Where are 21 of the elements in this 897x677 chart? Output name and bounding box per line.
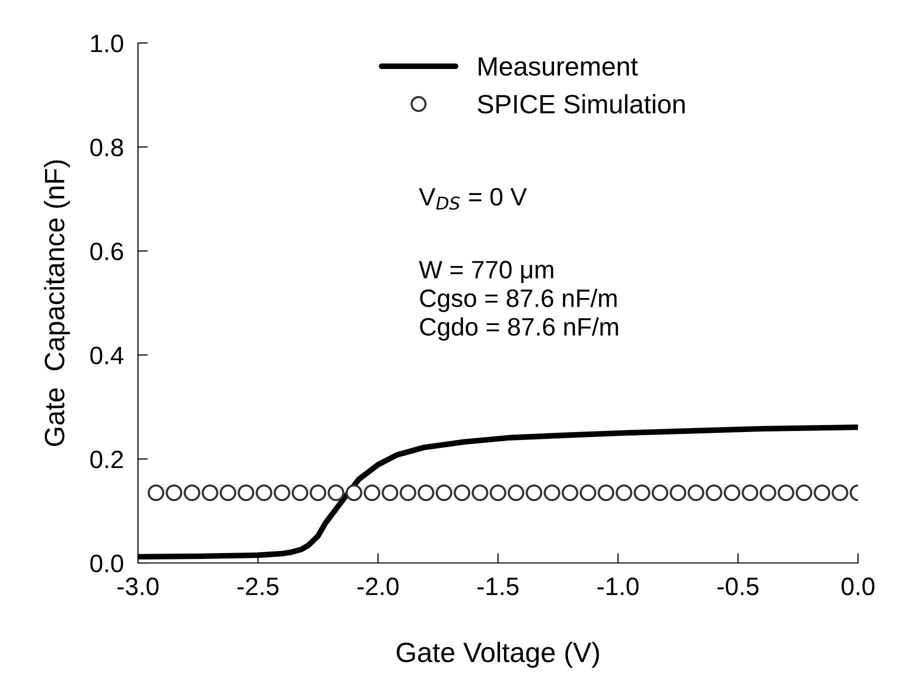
x-axis-title: Gate Voltage (V) xyxy=(396,642,599,668)
x-tick-label: -2.0 xyxy=(358,578,399,596)
y-tick-label: 0.4 xyxy=(90,346,124,364)
annotation: W = 770 μm xyxy=(418,260,554,284)
legend-label: Measurement xyxy=(478,57,638,76)
annotation: V$_{DS}$ = 0 V xyxy=(418,188,527,210)
x-tick-label: 0.0 xyxy=(842,578,874,596)
annotation: Cgso = 87.6 nF/m xyxy=(420,288,617,312)
y-tick-label: 0.6 xyxy=(90,242,124,260)
x-tick-label: -0.5 xyxy=(718,578,758,596)
x-tick-label: -3.0 xyxy=(118,578,159,596)
y-tick-label: 0.2 xyxy=(90,450,123,468)
y-tick-label: 0.8 xyxy=(90,138,124,156)
y-tick-label: 0.0 xyxy=(90,554,124,572)
annotation: Cgdo = 87.6 nF/m xyxy=(420,317,618,341)
legend-label: SPICE Simulation xyxy=(478,94,685,114)
x-tick-label: -1.5 xyxy=(478,578,518,596)
y-tick-label: 1.0 xyxy=(91,34,124,52)
x-tick-label: -1.0 xyxy=(598,578,639,596)
y-axis-title: Gate Capacitance (nF) xyxy=(44,160,70,446)
x-tick-label: -2.5 xyxy=(238,578,278,596)
